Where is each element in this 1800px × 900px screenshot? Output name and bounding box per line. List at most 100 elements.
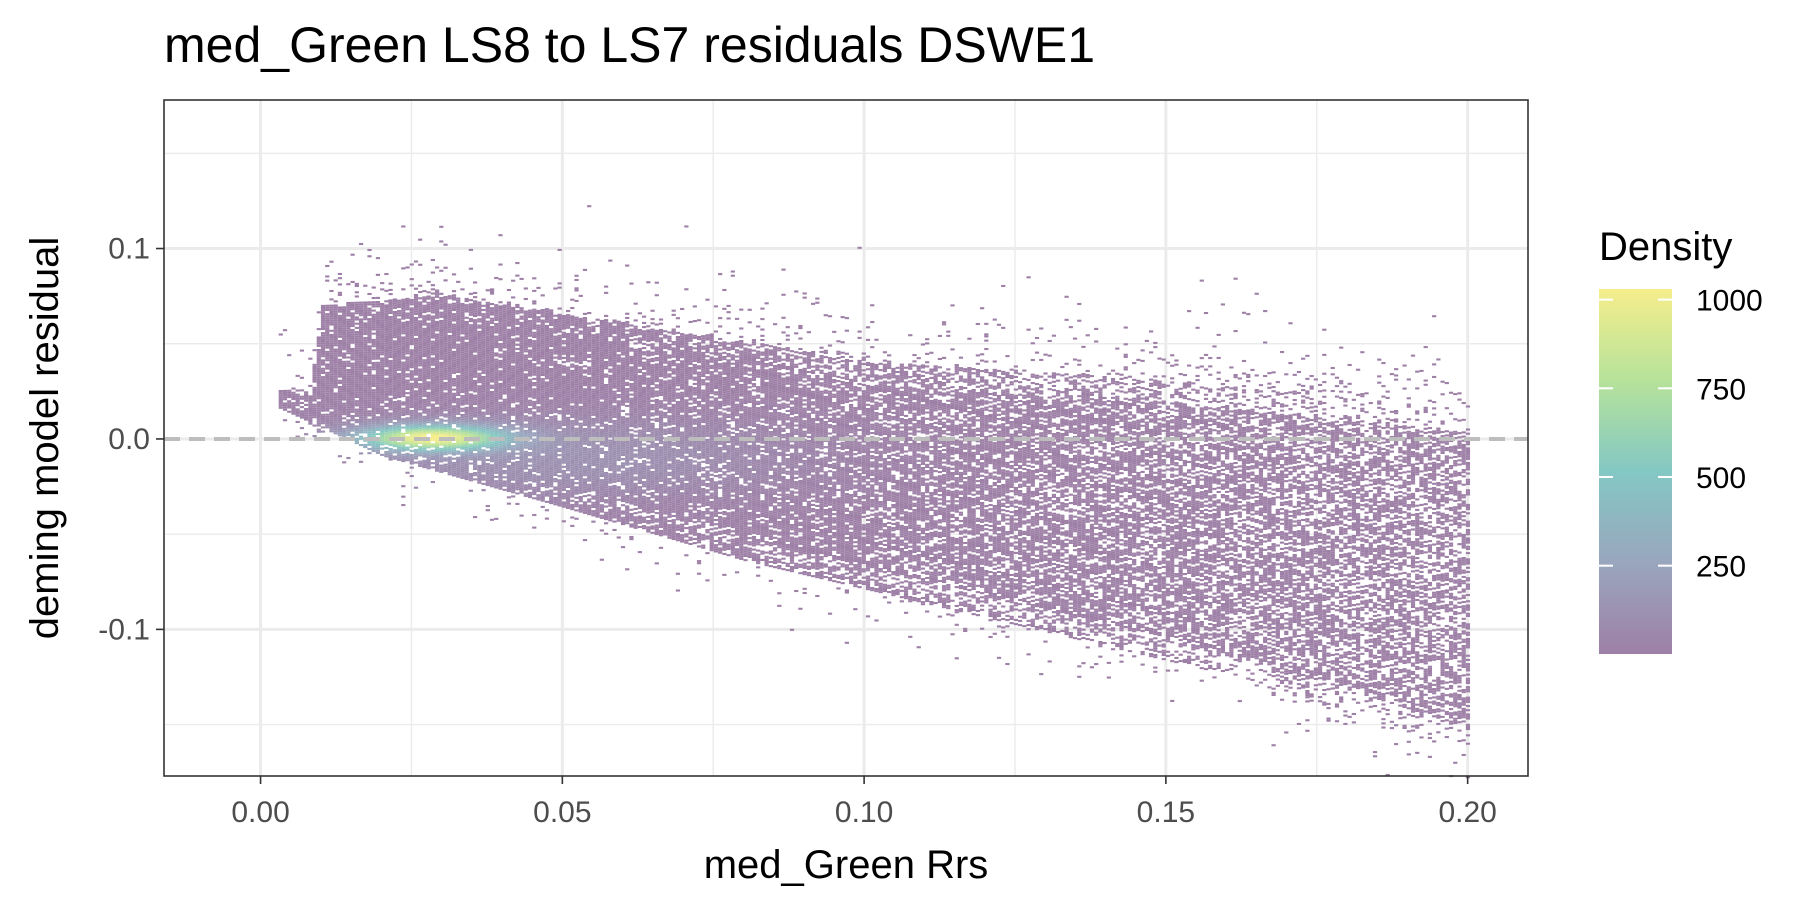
density-bin bbox=[283, 396, 287, 398]
density-bin bbox=[329, 351, 333, 353]
density-bin bbox=[541, 424, 545, 426]
density-bin bbox=[583, 432, 587, 434]
density-bin bbox=[435, 380, 439, 382]
density-bin bbox=[359, 243, 363, 245]
density-bin bbox=[503, 372, 507, 374]
density-bin bbox=[486, 427, 490, 429]
density-bin bbox=[473, 466, 477, 468]
density-bin bbox=[481, 393, 485, 395]
density-bin bbox=[469, 249, 473, 251]
density-bin bbox=[296, 398, 300, 400]
density-bin bbox=[473, 336, 477, 338]
density-bin bbox=[579, 351, 583, 353]
density-bin bbox=[448, 375, 452, 377]
density-bin bbox=[405, 449, 409, 451]
density-bin bbox=[346, 434, 350, 436]
density-bin bbox=[452, 273, 456, 275]
density-bin bbox=[329, 372, 333, 374]
density-bin bbox=[481, 416, 485, 418]
density-bin bbox=[317, 412, 321, 414]
density-bin bbox=[435, 444, 439, 446]
density-bin bbox=[321, 416, 325, 418]
density-bin bbox=[574, 344, 578, 346]
density-bin bbox=[393, 428, 397, 430]
density-bin bbox=[397, 448, 401, 450]
density-bin bbox=[435, 468, 439, 470]
density-bin bbox=[367, 370, 371, 372]
density-bin bbox=[334, 411, 338, 413]
density-bin bbox=[384, 392, 388, 394]
density-bin bbox=[498, 419, 502, 421]
density-bin bbox=[515, 480, 519, 482]
density-bin bbox=[397, 411, 401, 413]
density-bin bbox=[494, 463, 498, 465]
density-bin bbox=[536, 375, 540, 377]
density-bin bbox=[528, 408, 532, 410]
density-bin bbox=[536, 335, 540, 337]
density-bin bbox=[321, 370, 325, 372]
density-bin bbox=[329, 313, 333, 315]
density-bin bbox=[536, 400, 540, 402]
density-bin bbox=[389, 385, 393, 387]
density-bin bbox=[553, 497, 557, 499]
density-bin bbox=[435, 415, 439, 417]
density-bin bbox=[574, 503, 578, 505]
density-bin bbox=[532, 428, 536, 430]
density-bin bbox=[536, 377, 540, 379]
density-bin bbox=[367, 354, 371, 356]
density-bin bbox=[401, 345, 405, 347]
density-bin bbox=[503, 485, 507, 487]
density-bin bbox=[397, 312, 401, 314]
density-bin bbox=[473, 386, 477, 388]
density-bin bbox=[473, 390, 477, 392]
density-bin bbox=[541, 322, 545, 324]
density-bin bbox=[338, 405, 342, 407]
density-bin bbox=[342, 396, 346, 398]
density-bin bbox=[414, 330, 418, 332]
density-bin bbox=[566, 469, 570, 471]
density-bin bbox=[511, 307, 515, 309]
density-bin bbox=[363, 318, 367, 320]
density-bin bbox=[549, 489, 553, 491]
density-bin bbox=[477, 314, 481, 316]
density-bin bbox=[439, 395, 443, 397]
density-bin bbox=[431, 429, 435, 431]
density-bin bbox=[532, 309, 536, 311]
density-bin bbox=[553, 348, 557, 350]
density-bin bbox=[507, 354, 511, 356]
density-bin bbox=[490, 460, 494, 462]
density-bin bbox=[443, 311, 447, 313]
density-bin bbox=[515, 392, 519, 394]
density-bin bbox=[473, 313, 477, 315]
density-bin bbox=[532, 334, 536, 336]
density-bin bbox=[481, 470, 485, 472]
density-bin bbox=[325, 414, 329, 416]
density-bin bbox=[528, 429, 532, 431]
density-bin bbox=[393, 374, 397, 376]
density-bin bbox=[536, 348, 540, 350]
density-bin bbox=[494, 419, 498, 421]
density-bin bbox=[553, 384, 557, 386]
density-bin bbox=[380, 357, 384, 359]
density-bin bbox=[410, 284, 414, 286]
density-bin bbox=[486, 455, 490, 457]
density-bin bbox=[418, 354, 422, 356]
density-bin bbox=[414, 304, 418, 306]
density-bin bbox=[355, 335, 359, 337]
density-bin bbox=[393, 332, 397, 334]
density-bin bbox=[519, 383, 523, 385]
density-bin bbox=[481, 334, 485, 336]
density-bin bbox=[511, 340, 515, 342]
density-bin bbox=[494, 304, 498, 306]
density-bin bbox=[376, 349, 380, 351]
density-bin bbox=[443, 403, 447, 405]
density-bin bbox=[401, 441, 405, 443]
density-bin bbox=[456, 329, 460, 331]
density-bin bbox=[481, 355, 485, 357]
density-bin bbox=[334, 405, 338, 407]
density-bin bbox=[427, 465, 431, 467]
density-bin bbox=[465, 417, 469, 419]
density-bin bbox=[350, 337, 354, 339]
density-bin bbox=[515, 375, 519, 377]
density-bin bbox=[553, 361, 557, 363]
